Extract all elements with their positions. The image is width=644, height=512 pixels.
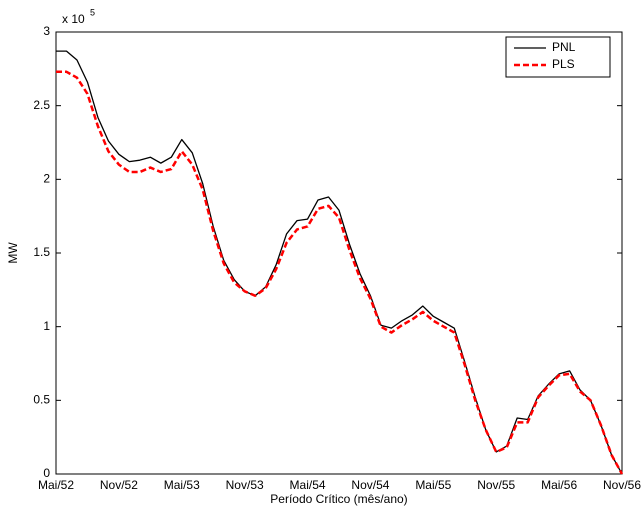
y-tick-label: 2.5 xyxy=(33,98,50,112)
x-tick-label: Mai/54 xyxy=(290,478,326,492)
y-tick-label: 3 xyxy=(43,24,50,38)
x-tick-label: Nov/56 xyxy=(603,478,641,492)
x-tick-label: Mai/53 xyxy=(164,478,200,492)
series-line xyxy=(56,70,624,475)
y-tick-label: 1 xyxy=(43,319,50,333)
y-axis-label: MW xyxy=(6,242,20,264)
legend-label: PNL xyxy=(552,40,576,54)
x-tick-label: Mai/56 xyxy=(541,478,577,492)
y-tick-label: 0 xyxy=(43,466,50,480)
x-tick-label: Mai/55 xyxy=(415,478,451,492)
x-tick-label: Nov/54 xyxy=(351,478,389,492)
x-axis-label: Período Crítico (mês/ano) xyxy=(270,492,407,506)
y-exponent: 5 xyxy=(90,7,95,17)
y-tick-label: 2 xyxy=(43,172,50,186)
legend-box xyxy=(505,36,611,78)
x-tick-label: Mai/52 xyxy=(38,478,74,492)
y-tick-label: 0.5 xyxy=(33,393,50,407)
y-tick-label: 1.5 xyxy=(33,245,50,259)
x-tick-label: Nov/53 xyxy=(226,478,264,492)
y-multiplier: x 10 xyxy=(62,12,85,26)
x-tick-label: Nov/52 xyxy=(100,478,138,492)
legend-label: PLS xyxy=(552,57,575,71)
x-tick-label: Nov/55 xyxy=(477,478,515,492)
